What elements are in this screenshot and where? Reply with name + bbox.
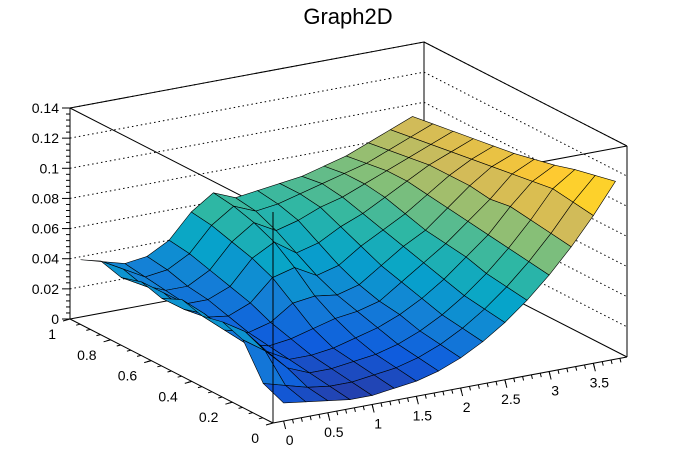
y-tick <box>265 422 274 426</box>
x-minor-tick <box>300 417 303 422</box>
x-minor-tick <box>530 374 533 379</box>
y-minor-tick <box>96 334 101 337</box>
x-minor-tick <box>539 373 542 378</box>
y-minor-tick <box>167 370 172 373</box>
z-gridline-back <box>69 131 425 199</box>
x-tick-label: 0 <box>286 432 294 448</box>
y-minor-tick <box>238 406 243 409</box>
x-minor-tick <box>389 401 392 406</box>
x-minor-tick <box>513 377 516 383</box>
x-minor-tick <box>477 384 480 389</box>
y-minor-tick <box>228 401 233 404</box>
z-tick-label: 0.1 <box>40 160 60 176</box>
y-minor-tick <box>258 417 263 420</box>
x-minor-tick <box>291 419 294 424</box>
z-gridline-side <box>423 222 628 328</box>
z-gridline-side <box>423 71 628 177</box>
x-minor-tick <box>318 414 321 419</box>
y-minor-tick <box>116 344 121 347</box>
x-minor-tick <box>309 415 312 421</box>
x-minor-tick <box>407 397 410 403</box>
y-tick-label: 0.4 <box>158 388 178 404</box>
x-minor-tick <box>601 361 604 366</box>
box-edge <box>69 41 425 109</box>
y-tick-label: 1 <box>48 326 56 342</box>
x-minor-tick <box>415 396 418 401</box>
x-tick-label: 3.5 <box>590 374 610 390</box>
x-minor-tick <box>495 381 498 386</box>
y-minor-tick <box>136 354 142 357</box>
x-minor-tick <box>460 387 463 393</box>
y-minor-tick <box>106 339 111 342</box>
x-minor-tick <box>557 369 560 374</box>
box-edge <box>69 107 274 213</box>
y-minor-tick <box>86 328 91 331</box>
y-minor-tick <box>248 412 253 415</box>
x-minor-tick <box>442 391 445 396</box>
y-minor-tick <box>126 349 132 352</box>
z-gridline-side <box>423 131 628 237</box>
z-tick-label: 0.06 <box>32 221 59 237</box>
x-minor-tick <box>451 389 454 394</box>
x-minor-tick <box>486 382 489 388</box>
x-minor-tick <box>362 406 365 411</box>
x-tick <box>283 420 287 430</box>
x-minor-tick <box>619 358 622 363</box>
z-tick-label: 0.14 <box>32 100 59 116</box>
z-tick-label: 0.08 <box>32 190 59 206</box>
y-tick-label: 0.8 <box>77 347 97 363</box>
y-tick-label: 0 <box>251 430 259 446</box>
y-minor-tick <box>76 323 81 326</box>
x-tick-label: 2.5 <box>501 391 521 407</box>
x-minor-tick <box>468 386 471 391</box>
z-gridline-back <box>69 71 425 139</box>
z-tick-label: 0.12 <box>32 130 59 146</box>
y-minor-tick <box>197 386 203 389</box>
x-minor-tick <box>433 392 436 398</box>
x-minor-tick <box>575 366 578 371</box>
z-gridline-side <box>423 162 628 268</box>
y-minor-tick <box>177 375 182 378</box>
x-minor-tick <box>548 371 551 376</box>
y-tick <box>62 318 71 322</box>
x-tick-label: 1 <box>374 416 382 432</box>
x-minor-tick <box>398 399 401 404</box>
y-minor-tick <box>157 365 162 368</box>
x-minor-tick <box>566 368 569 373</box>
z-gridline-back <box>69 101 425 169</box>
chart-title: Graph2D <box>303 4 393 29</box>
z-tick-label: 0 <box>51 311 59 327</box>
z-gridline-side <box>423 192 628 298</box>
x-tick-label: 1.5 <box>413 407 433 423</box>
x-minor-tick <box>584 364 587 370</box>
x-minor-tick <box>327 412 330 417</box>
y-tick-label: 0.6 <box>118 368 138 384</box>
x-minor-tick <box>345 409 348 414</box>
y-minor-tick <box>218 396 223 399</box>
z-tick-label: 0.04 <box>32 251 59 267</box>
x-minor-tick <box>424 394 427 399</box>
x-minor-tick <box>592 363 595 368</box>
x-minor-tick <box>504 379 507 384</box>
x-tick-label: 3 <box>551 383 559 399</box>
box-edge <box>423 41 628 147</box>
x-minor-tick <box>610 359 613 365</box>
y-minor-tick <box>207 391 213 394</box>
z-tick-label: 0.02 <box>32 281 59 297</box>
surface-cell <box>262 383 307 404</box>
x-minor-tick <box>522 376 525 381</box>
x-tick-label: 0.5 <box>324 424 344 440</box>
y-minor-tick <box>187 380 192 383</box>
x-minor-tick <box>353 407 356 412</box>
x-axis-line <box>272 356 628 424</box>
x-tick-label: 2 <box>463 399 471 415</box>
x-minor-tick <box>380 402 383 407</box>
x-minor-tick <box>371 404 374 409</box>
x-minor-tick <box>336 410 339 416</box>
y-tick-label: 0.2 <box>199 409 219 425</box>
y-minor-tick <box>147 360 152 363</box>
